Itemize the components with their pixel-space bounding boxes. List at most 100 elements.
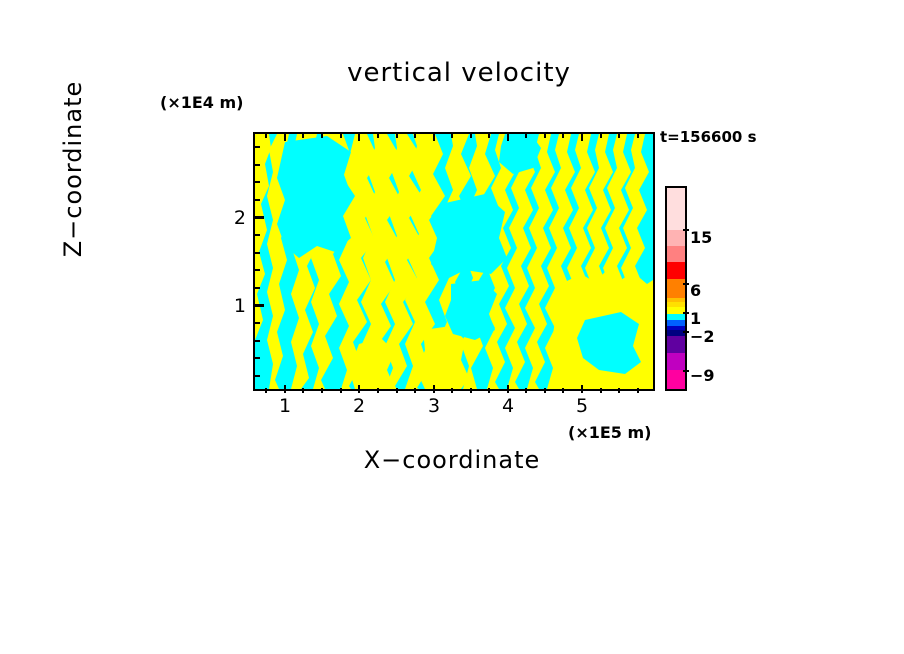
x-minor-tick-top bbox=[414, 132, 416, 138]
x-minor-tick bbox=[451, 388, 453, 393]
x-minor-tick bbox=[265, 388, 267, 393]
y-minor-tick bbox=[253, 199, 260, 201]
chart-title: vertical velocity bbox=[0, 58, 904, 88]
colorbar bbox=[665, 186, 687, 391]
colorbar-band bbox=[667, 330, 685, 337]
x-minor-tick bbox=[396, 388, 398, 393]
x-minor-tick bbox=[544, 388, 546, 393]
x-minor-tick-top bbox=[600, 132, 602, 138]
colorbar-label: 1 bbox=[690, 309, 702, 328]
colorbar-band bbox=[667, 313, 685, 320]
colorbar-band bbox=[667, 230, 685, 247]
y-minor-tick bbox=[253, 287, 260, 289]
colorbar-tick bbox=[683, 312, 689, 314]
colorbar-label: −9 bbox=[690, 366, 715, 385]
x-minor-tick-top bbox=[507, 132, 509, 141]
contour-plot-area bbox=[253, 132, 655, 391]
x-major-tick bbox=[507, 385, 509, 393]
x-minor-tick-top bbox=[433, 132, 435, 141]
colorbar-band bbox=[667, 353, 685, 371]
x-unit-label: (×1E5 m) bbox=[568, 423, 652, 442]
x-major-tick bbox=[433, 385, 435, 393]
time-label: t=156600 s bbox=[660, 128, 757, 146]
y-tick-label: 1 bbox=[233, 295, 246, 317]
y-minor-tick bbox=[253, 146, 260, 148]
x-minor-tick bbox=[600, 388, 602, 393]
colorbar-band bbox=[667, 319, 685, 326]
colorbar-tick bbox=[683, 370, 689, 372]
colorbar-band bbox=[667, 188, 685, 231]
y-major-tick bbox=[253, 304, 264, 307]
y-axis-title: Z−coordinate bbox=[59, 80, 87, 258]
x-minor-tick-top bbox=[377, 132, 379, 138]
contour-band-low bbox=[277, 134, 641, 374]
x-minor-tick-top bbox=[396, 132, 398, 138]
colorbar-band bbox=[667, 325, 685, 331]
x-minor-tick-top bbox=[488, 132, 490, 138]
x-minor-tick bbox=[302, 388, 304, 393]
colorbar-tick bbox=[683, 331, 689, 333]
colorbar-label: −2 bbox=[690, 327, 715, 346]
x-minor-tick-top bbox=[284, 132, 286, 141]
x-axis-title: X−coordinate bbox=[363, 446, 541, 474]
contour-field bbox=[255, 134, 653, 389]
x-minor-tick-top bbox=[358, 132, 360, 141]
y-unit-label: (×1E4 m) bbox=[160, 93, 244, 112]
x-minor-tick-top bbox=[321, 132, 323, 138]
colorbar-band bbox=[667, 370, 685, 389]
x-major-tick bbox=[358, 385, 360, 393]
x-minor-tick-top bbox=[618, 132, 620, 138]
x-minor-tick-top bbox=[562, 132, 564, 138]
x-tick-label: 2 bbox=[352, 395, 366, 417]
colorbar-band bbox=[667, 279, 685, 298]
y-minor-tick bbox=[253, 269, 260, 271]
y-minor-tick bbox=[253, 252, 260, 254]
x-minor-tick bbox=[414, 388, 416, 393]
y-minor-tick bbox=[253, 322, 260, 324]
x-minor-tick-top bbox=[470, 132, 472, 138]
x-minor-tick bbox=[488, 388, 490, 393]
x-minor-tick-top bbox=[265, 132, 267, 138]
colorbar-band bbox=[667, 297, 685, 303]
y-minor-tick bbox=[253, 340, 260, 342]
x-major-tick bbox=[581, 385, 583, 393]
colorbar-band bbox=[667, 302, 685, 308]
x-minor-tick bbox=[637, 388, 639, 393]
y-minor-tick bbox=[253, 181, 260, 183]
colorbar-label: 15 bbox=[690, 228, 713, 247]
chart-title-text: vertical velocity bbox=[347, 58, 571, 88]
colorbar-band bbox=[667, 307, 685, 314]
y-minor-tick bbox=[253, 357, 260, 359]
x-minor-tick-top bbox=[340, 132, 342, 138]
x-minor-tick bbox=[470, 388, 472, 393]
y-minor-tick bbox=[253, 234, 260, 236]
colorbar-label: 6 bbox=[690, 281, 702, 300]
x-tick-label: 5 bbox=[575, 395, 589, 417]
x-tick-label: 4 bbox=[501, 395, 515, 417]
y-tick-label: 2 bbox=[233, 207, 246, 229]
x-minor-tick bbox=[618, 388, 620, 393]
y-minor-tick bbox=[253, 164, 260, 166]
y-major-tick bbox=[253, 216, 264, 219]
x-minor-tick-top bbox=[637, 132, 639, 138]
x-minor-tick bbox=[321, 388, 323, 393]
colorbar-tick bbox=[683, 283, 689, 285]
colorbar-band bbox=[667, 246, 685, 263]
x-minor-tick-top bbox=[581, 132, 583, 141]
x-minor-tick-top bbox=[544, 132, 546, 138]
x-major-tick bbox=[284, 385, 286, 393]
x-minor-tick bbox=[525, 388, 527, 393]
x-minor-tick bbox=[377, 388, 379, 393]
colorbar-band bbox=[667, 262, 685, 280]
x-minor-tick-top bbox=[302, 132, 304, 138]
x-minor-tick bbox=[340, 388, 342, 393]
x-minor-tick-top bbox=[451, 132, 453, 138]
x-tick-label: 1 bbox=[278, 395, 292, 417]
colorbar-band bbox=[667, 336, 685, 354]
y-minor-tick bbox=[253, 375, 260, 377]
x-tick-label: 3 bbox=[427, 395, 441, 417]
x-minor-tick-top bbox=[525, 132, 527, 138]
x-minor-tick bbox=[562, 388, 564, 393]
colorbar-tick bbox=[683, 229, 689, 231]
